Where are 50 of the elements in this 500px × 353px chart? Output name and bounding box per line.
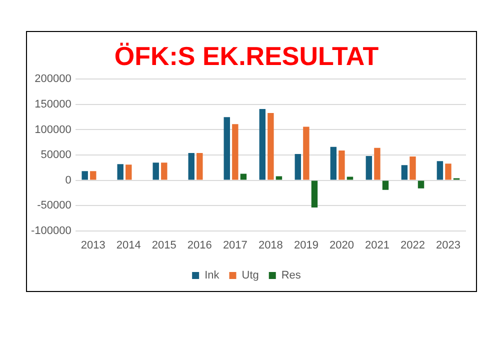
bar bbox=[410, 156, 416, 180]
bar bbox=[366, 156, 372, 180]
bar bbox=[196, 152, 203, 180]
y-tick-label: 100000 bbox=[34, 124, 72, 136]
x-tick-label: 2013 bbox=[80, 239, 106, 252]
x-tick-label: 2020 bbox=[329, 239, 354, 252]
x-tick-label: 2018 bbox=[258, 239, 283, 252]
y-tick-label: 200000 bbox=[34, 73, 72, 86]
bar bbox=[418, 180, 424, 188]
y-tick-label: -50000 bbox=[37, 200, 72, 212]
x-tick-label: 2021 bbox=[364, 239, 390, 252]
bar bbox=[311, 180, 318, 208]
bar bbox=[161, 162, 168, 180]
bar bbox=[82, 171, 88, 180]
bar bbox=[436, 161, 444, 180]
bar bbox=[445, 164, 452, 180]
bar bbox=[224, 117, 230, 180]
bar bbox=[276, 176, 282, 180]
legend-label: Res bbox=[281, 270, 302, 282]
y-tick-label: 50000 bbox=[40, 149, 72, 162]
y-tick-label: -100000 bbox=[30, 224, 72, 237]
bar bbox=[294, 154, 302, 180]
bar bbox=[338, 150, 345, 180]
y-tick-label: 0 bbox=[65, 174, 72, 186]
chart-title: ÖFK:S EK.RESULTAT bbox=[114, 40, 379, 71]
x-tick-label: 2015 bbox=[152, 239, 176, 252]
legend-label: Utg bbox=[242, 270, 259, 282]
bar bbox=[346, 176, 354, 180]
legend-label: Ink bbox=[204, 270, 220, 282]
bar bbox=[188, 152, 194, 180]
bar bbox=[330, 146, 337, 180]
bar bbox=[268, 113, 274, 180]
bar bbox=[117, 164, 124, 180]
y-tick-label: 150000 bbox=[34, 98, 72, 110]
bar bbox=[126, 164, 132, 180]
bar bbox=[152, 162, 159, 180]
bar bbox=[90, 171, 96, 180]
x-tick-label: 2019 bbox=[294, 239, 318, 252]
bar bbox=[374, 148, 380, 180]
bar bbox=[382, 180, 389, 190]
bar bbox=[259, 109, 266, 180]
x-tick-label: 2023 bbox=[436, 239, 460, 252]
bar bbox=[232, 124, 238, 180]
x-tick-label: 2022 bbox=[400, 239, 425, 252]
bar bbox=[401, 165, 408, 180]
bar bbox=[240, 174, 247, 180]
bar bbox=[303, 126, 310, 180]
x-tick-label: 2017 bbox=[222, 239, 248, 252]
x-tick-label: 2016 bbox=[187, 239, 212, 252]
x-tick-label: 2014 bbox=[116, 239, 141, 252]
